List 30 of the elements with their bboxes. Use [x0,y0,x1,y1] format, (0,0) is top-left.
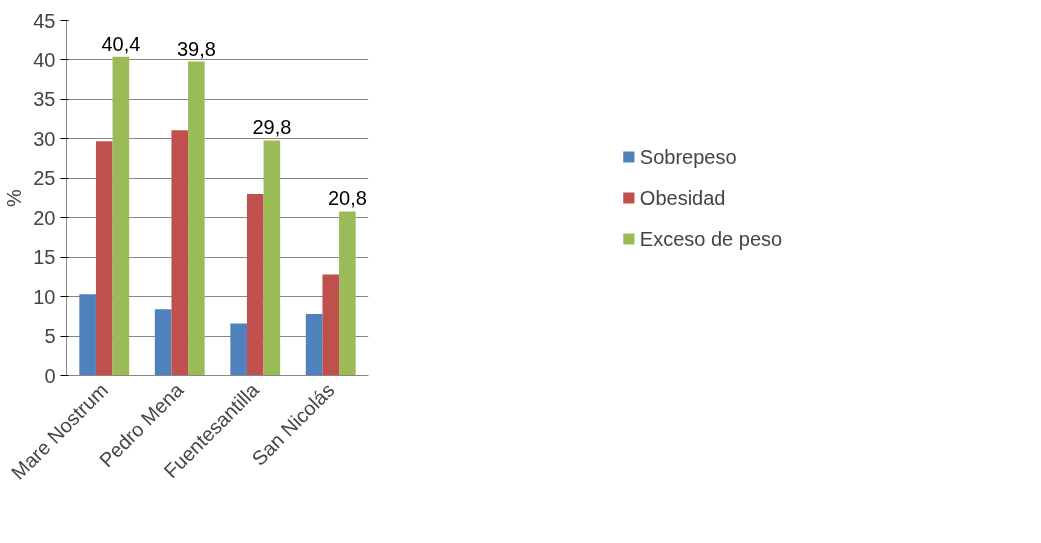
y-tick-label: 20 [33,206,56,229]
bar [112,56,130,376]
y-tick-label: 15 [33,246,56,269]
y-tick-label: 10 [33,285,56,308]
data-label: 20,8 [327,187,367,210]
bar [230,323,247,376]
bar [322,274,340,376]
legend-label: Exceso de peso [639,227,783,250]
bar [154,309,172,376]
bar [305,313,323,376]
y-tick-label: 35 [33,88,56,111]
y-tick-label: 25 [33,167,56,190]
legend-label: Obesidad [639,186,726,209]
data-label: 39,8 [176,37,216,60]
bar [263,140,281,376]
y-tick-label: 5 [44,325,56,348]
bar [79,294,96,376]
data-label: 40,4 [101,32,141,55]
data-label: 29,8 [252,116,292,139]
bar [171,130,189,376]
bar [246,194,264,376]
y-tick-label: 40 [33,48,56,71]
y-axis-title: % [3,188,26,207]
bar [95,141,113,376]
y-tick-label: 0 [44,364,56,387]
bar [339,211,356,376]
y-tick-label: 45 [33,9,56,32]
legend-label: Sobrepeso [639,145,737,168]
y-tick-label: 30 [33,127,56,150]
bar [188,61,205,376]
